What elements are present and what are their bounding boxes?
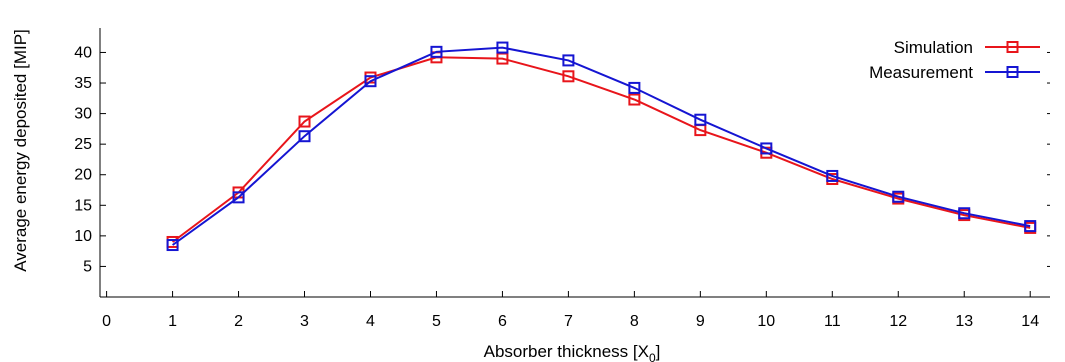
x-tick-label: 0 (102, 313, 111, 330)
data-point (562, 54, 575, 67)
x-tick-label: 10 (757, 313, 775, 330)
legend-swatch-marker (1006, 66, 1019, 78)
series-line (171, 56, 1031, 243)
plot-frame (99, 28, 1050, 298)
x-tick-label: 12 (889, 313, 907, 330)
series-measurement (166, 41, 1037, 252)
y-tick-label: 20 (74, 167, 92, 184)
y-tick-label: 40 (74, 44, 92, 61)
y-tick-label: 15 (74, 197, 92, 214)
y-tick-label: 30 (74, 106, 92, 123)
series-line (172, 46, 1031, 246)
y-tick-label: 10 (74, 228, 92, 245)
y-axis-label: Average energy deposited [MIP] (11, 29, 30, 272)
data-point (892, 190, 905, 203)
data-point (826, 169, 839, 182)
data-point (1024, 220, 1037, 233)
legend-label-measurement: Measurement (869, 63, 973, 82)
y-tick-label: 25 (74, 136, 92, 153)
data-point (760, 142, 773, 155)
legend-swatch-marker (1006, 41, 1019, 53)
x-tick-label: 14 (1021, 313, 1039, 330)
x-tick-label: 13 (955, 313, 973, 330)
data-point (298, 115, 311, 128)
data-point (628, 93, 641, 106)
x-axis-label-suffix: ] (656, 342, 661, 361)
data-point (298, 130, 311, 143)
x-tick-label: 9 (696, 313, 705, 330)
series-layer (166, 41, 1037, 252)
x-tick-label: 11 (824, 313, 841, 330)
x-tick-label: 1 (168, 313, 177, 330)
data-point (694, 113, 707, 126)
y-tick-label: 5 (83, 258, 92, 275)
x-axis-label-subscript: 0 (649, 351, 656, 362)
x-tick-label: 7 (564, 313, 573, 330)
data-point (364, 75, 377, 88)
data-point (166, 239, 179, 252)
x-tick-label: 6 (498, 313, 507, 330)
data-point (628, 81, 641, 94)
x-tick-label: 3 (300, 313, 309, 330)
x-tick-label: 4 (366, 313, 375, 330)
legend-label-simulation: Simulation (894, 38, 973, 57)
data-point (232, 191, 245, 204)
x-tick-label: 8 (630, 313, 639, 330)
data-point (958, 207, 971, 220)
y-tick-label: 35 (74, 75, 92, 92)
legend: Simulation Measurement (869, 38, 1040, 82)
x-axis-label-main: Absorber thickness [X (484, 342, 649, 361)
data-point (496, 52, 509, 65)
data-point (562, 70, 575, 83)
x-axis-label: Absorber thickness [X0] (484, 342, 661, 362)
x-tick-label: 2 (234, 313, 243, 330)
data-point (430, 45, 443, 58)
x-tick-label: 5 (432, 313, 441, 330)
data-point (496, 41, 509, 54)
